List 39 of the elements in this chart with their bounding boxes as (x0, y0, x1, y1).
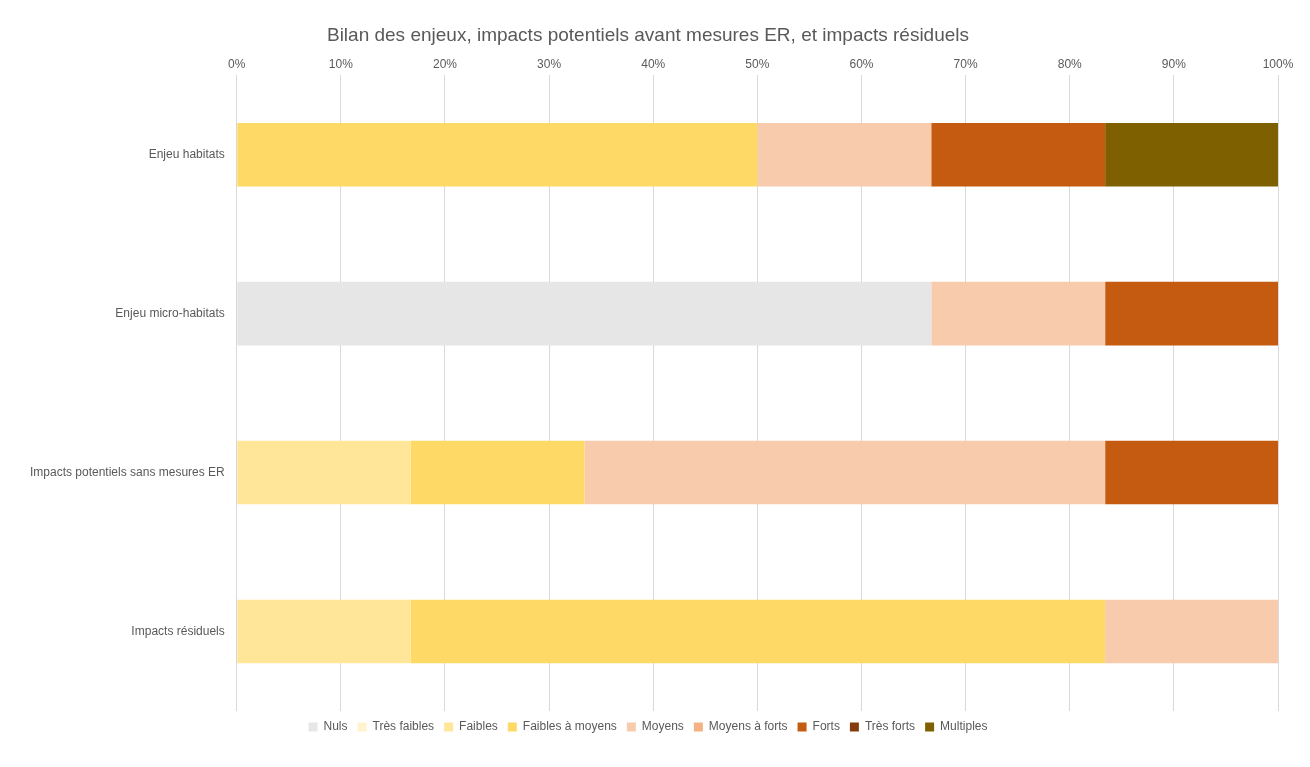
chart-title: Bilan des enjeux, impacts potentiels avant mesures ER, et impacts résiduels (326, 23, 970, 45)
x-tick-label: 70% (953, 57, 978, 72)
bar (1105, 281, 1278, 346)
bar (1105, 122, 1278, 187)
y-tick-label: Impacts potentiels sans mesures ER (30, 464, 226, 479)
x-tick-label: 30% (537, 57, 562, 72)
x-tick-label: 100% (1262, 57, 1294, 72)
bar (931, 122, 1106, 187)
bar (757, 122, 932, 187)
legend-label: Faibles à moyens (522, 719, 617, 734)
bar (1105, 440, 1278, 505)
legend-label: Très faibles (372, 719, 435, 734)
x-tick-label: 10% (328, 57, 354, 72)
legend-label: Très forts (864, 719, 916, 734)
bar (584, 440, 1106, 505)
legend-label: Forts (812, 719, 840, 734)
x-tick-label: 60% (849, 57, 874, 72)
legend-label: Nuls (323, 719, 348, 734)
bar (931, 281, 1106, 346)
legend-label: Moyens à forts (708, 719, 788, 734)
bar (410, 599, 1106, 664)
y-tick-label: Impacts résiduels (131, 623, 225, 638)
bar (410, 440, 585, 505)
legend-label: Moyens (641, 719, 684, 734)
x-tick-label: 90% (1161, 57, 1187, 72)
bar (1105, 599, 1278, 664)
bar (237, 599, 411, 664)
bar (237, 281, 932, 346)
x-tick-label: 0% (228, 57, 246, 72)
x-tick-label: 40% (641, 57, 666, 72)
x-tick-label: 50% (745, 57, 770, 72)
y-tick-label: Enjeu habitats (148, 146, 225, 161)
bar (237, 440, 411, 505)
bar (237, 122, 758, 187)
legend-label: Multiples (940, 719, 988, 734)
y-tick-label: Enjeu micro-habitats (115, 305, 225, 320)
legend-label: Faibles (459, 719, 498, 734)
x-tick-label: 20% (432, 57, 458, 72)
x-tick-label: 80% (1057, 57, 1083, 72)
